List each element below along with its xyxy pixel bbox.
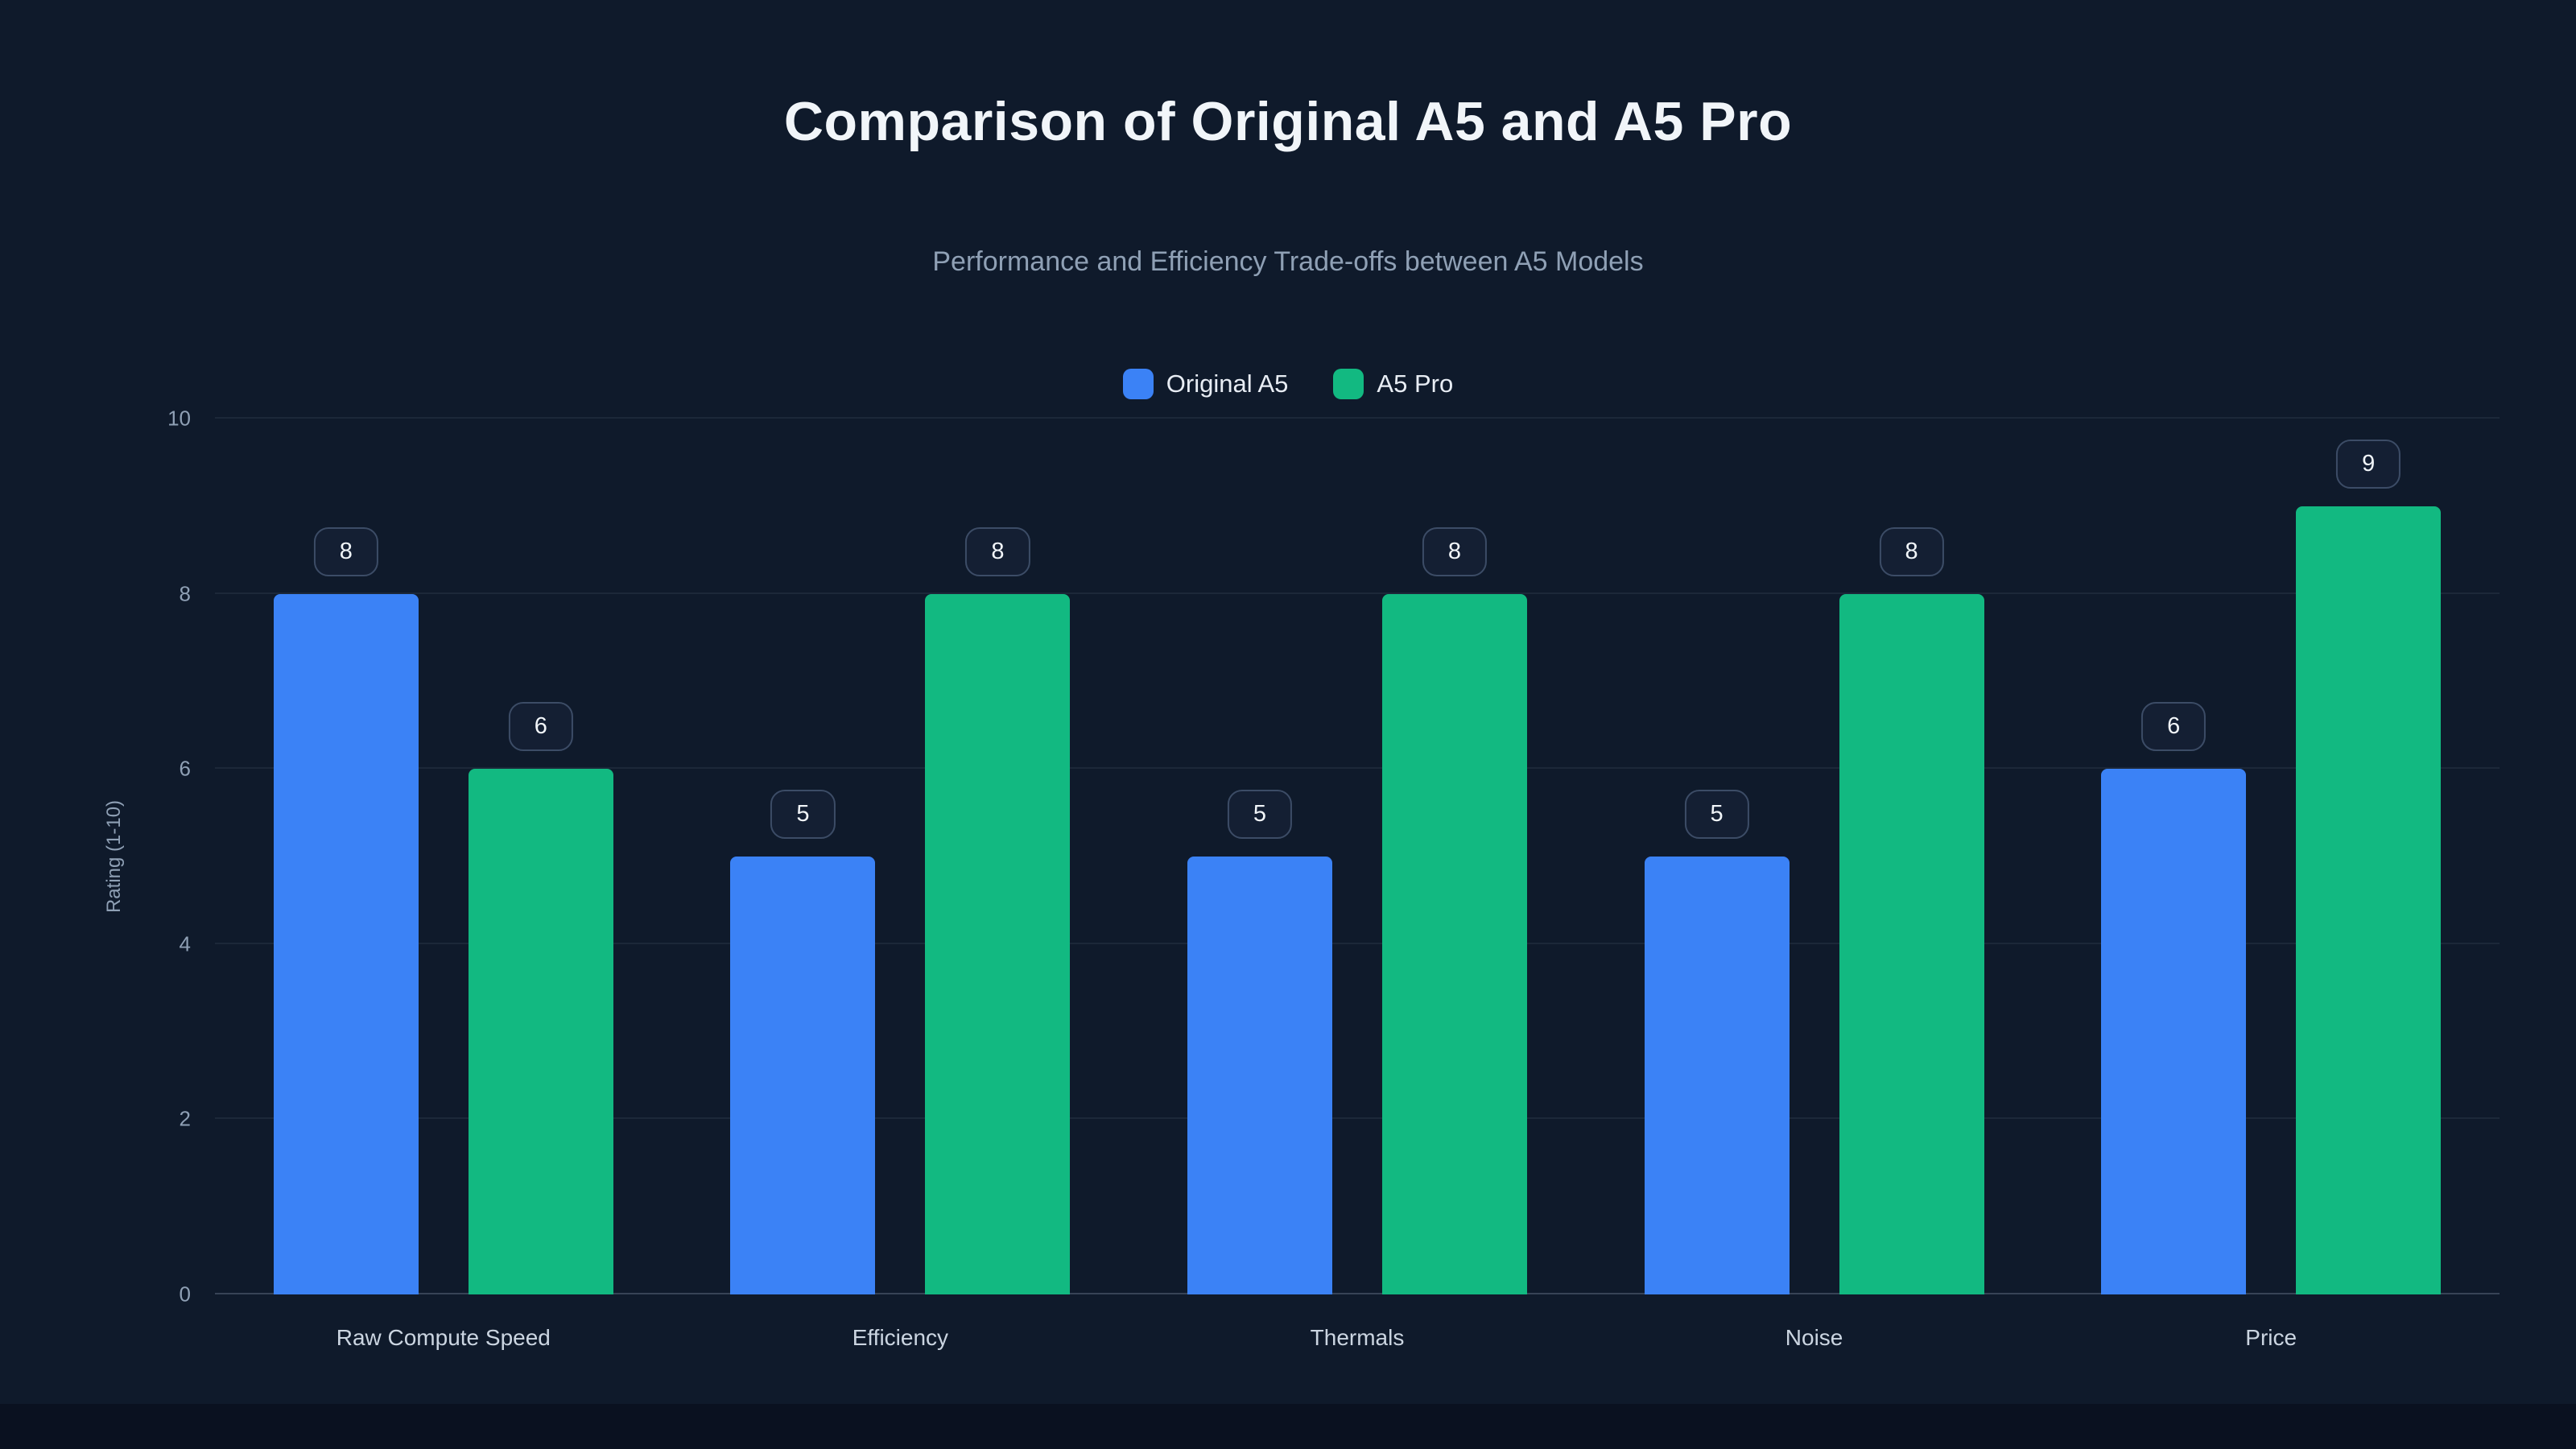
value-badge: 8 (313, 526, 378, 576)
legend-swatch-icon (1122, 369, 1154, 399)
bar-a5-pro-price[interactable]: 9 (2296, 439, 2442, 1294)
value-badge: 6 (2141, 702, 2207, 752)
y-tick-label: 4 (179, 931, 191, 956)
value-badge: 5 (1684, 790, 1749, 839)
value-badge: 8 (1422, 526, 1488, 576)
category-label-efficiency: Efficiency (852, 1325, 949, 1350)
legend-item-original-a5[interactable]: Original A5 (1122, 369, 1289, 399)
gridline (215, 767, 2500, 770)
value-badge: 5 (1227, 790, 1293, 839)
y-tick-label: 6 (179, 756, 191, 781)
bar-original-a5-noise[interactable]: 5 (1644, 790, 1790, 1294)
bar-slot: 8 (1839, 419, 1984, 1294)
bar-original-a5-thermals[interactable]: 5 (1187, 790, 1332, 1294)
bar-slot: 5 (730, 419, 876, 1294)
bar-a5-pro-raw-compute-speed[interactable]: 6 (468, 702, 613, 1294)
y-axis-title: Rating (1-10) (103, 799, 125, 914)
bar-a5-pro-efficiency[interactable]: 8 (925, 526, 1071, 1294)
value-badge: 8 (965, 526, 1030, 576)
category-label-thermals: Thermals (1310, 1325, 1405, 1350)
gridline (215, 1117, 2500, 1120)
legend: Original A5 A5 Pro (0, 369, 2576, 399)
bar-slot: 5 (1644, 419, 1790, 1294)
bar-original-a5-efficiency[interactable]: 5 (730, 790, 876, 1294)
y-tick-label: 2 (179, 1106, 191, 1131)
legend-swatch-icon (1333, 369, 1364, 399)
bar-slot: 8 (925, 419, 1071, 1294)
bar-slot: 8 (273, 419, 419, 1294)
value-badge: 6 (508, 702, 573, 752)
chart-title: Comparison of Original A5 and A5 Pro (783, 91, 1793, 152)
plot-area: 0 2 4 6 8 10 8 6 Raw Compute Speed 5 8 Efficiency 5 8… (167, 407, 2500, 1350)
legend-label: A5 Pro (1377, 369, 1454, 398)
y-tick-label: 0 (179, 1282, 191, 1307)
footer-strip (0, 1404, 2576, 1449)
bar-a5-pro-thermals[interactable]: 8 (1382, 526, 1527, 1294)
bar-slot: 6 (2101, 419, 2247, 1294)
value-badge: 9 (2336, 439, 2401, 489)
category-label-noise: Noise (1785, 1325, 1843, 1350)
bar-original-a5-price[interactable]: 6 (2101, 702, 2247, 1294)
value-badge: 5 (770, 790, 836, 839)
legend-item-a5-pro[interactable]: A5 Pro (1333, 369, 1453, 399)
category-label-raw-compute-speed: Raw Compute Speed (336, 1325, 551, 1350)
bar-slot: 9 (2296, 419, 2442, 1294)
gridline (215, 942, 2500, 944)
legend-label: Original A5 (1166, 369, 1289, 398)
category-label-price: Price (2245, 1325, 2297, 1350)
gridline (215, 1293, 2500, 1294)
bar-a5-pro-noise[interactable]: 8 (1839, 526, 1984, 1294)
bar-slot: 5 (1187, 419, 1332, 1294)
gridline (215, 592, 2500, 594)
bar-original-a5-raw-compute-speed[interactable]: 8 (273, 526, 419, 1294)
gridline (215, 417, 2500, 419)
y-tick-label: 8 (179, 581, 191, 606)
bar-slot: 8 (1382, 419, 1527, 1294)
value-badge: 8 (1879, 526, 1944, 576)
y-tick-label: 10 (167, 406, 191, 431)
chart-subtitle: Performance and Efficiency Trade-offs be… (932, 246, 1644, 277)
bar-slot: 6 (468, 419, 613, 1294)
